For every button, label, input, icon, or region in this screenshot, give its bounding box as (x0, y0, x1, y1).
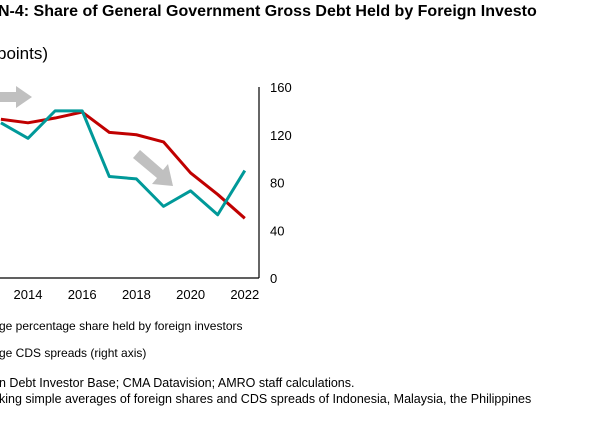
footnote: king simple averages of foreign shares a… (0, 392, 532, 406)
x-tick-label: 2016 (68, 287, 97, 302)
y-tick-label: 120 (270, 128, 292, 143)
legend-item-foreign-share: ge percentage share held by foreign inve… (0, 319, 243, 333)
x-tick-label: 2022 (230, 287, 259, 302)
x-tick-label: 2020 (176, 287, 205, 302)
line-chart: 0 40 80 120 160 2014 2016 2018 2020 2022 (0, 80, 292, 302)
y-tick-label: 40 (270, 223, 284, 238)
series-line-foreign-share (0, 110, 246, 220)
legend-item-cds-spreads: ge CDS spreads (right axis) (0, 346, 147, 360)
y-tick-label: 80 (270, 176, 284, 191)
series-line-cds-spreads (0, 109, 247, 217)
down-right-arrow-annotation (133, 150, 173, 186)
y-tick-label: 0 (270, 271, 277, 286)
chart-subtitle: points) (0, 44, 49, 63)
x-tick-label: 2018 (122, 287, 151, 302)
chart-title: N-4: Share of General Government Gross D… (0, 3, 537, 20)
x-tick-label: 2014 (14, 287, 43, 302)
source-note: n Debt Investor Base; CMA Datavision; AM… (0, 376, 355, 390)
right-arrow-annotation (0, 86, 32, 108)
y-tick-label: 160 (270, 80, 292, 95)
